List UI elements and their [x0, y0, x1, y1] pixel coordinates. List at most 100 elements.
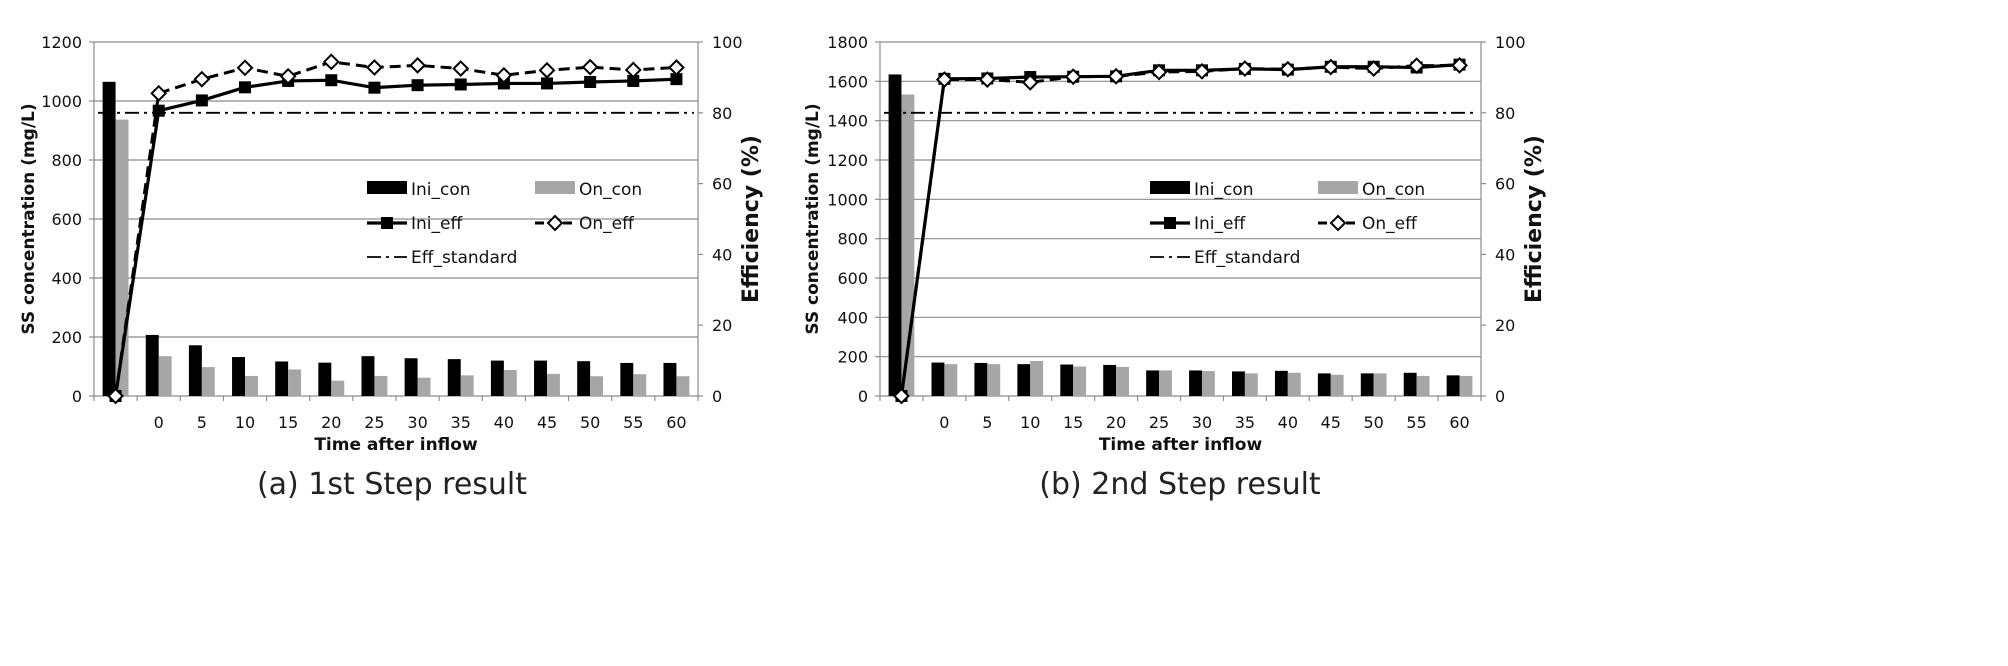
bar	[232, 357, 245, 396]
x-tick-label: 60	[666, 413, 686, 432]
bar	[534, 360, 547, 396]
marker-diamond	[366, 59, 383, 76]
y2-tick-label: 100	[1495, 33, 1526, 52]
marker-diamond	[1322, 58, 1340, 76]
y-tick-label: 600	[837, 269, 868, 288]
y2-tick-label: 20	[712, 316, 732, 335]
bar	[201, 367, 215, 396]
marker-diamond	[1193, 62, 1211, 80]
y2-tick-label: 0	[1495, 387, 1505, 406]
bar	[1201, 371, 1215, 396]
x-tick-label: 50	[580, 413, 600, 432]
x-tick-label: 20	[321, 413, 341, 432]
y-axis-title: SS concentration (mg/L)	[803, 103, 823, 334]
bar	[1403, 372, 1417, 396]
y2-tick-label: 20	[1495, 316, 1515, 335]
marker-diamond	[150, 84, 168, 102]
bar	[1017, 364, 1031, 396]
bar	[460, 375, 474, 396]
bar	[245, 375, 258, 396]
marker-diamond	[1236, 60, 1254, 77]
legend-marker-on-eff	[1329, 214, 1347, 232]
y2-axis-title: Efficiency (%)	[739, 135, 764, 303]
y-tick-label: 400	[837, 308, 868, 327]
bar	[1159, 370, 1172, 396]
x-axis-title: Time after inflow	[314, 435, 478, 455]
marker-square	[325, 74, 338, 87]
marker-diamond	[538, 61, 556, 79]
bar-series-ini-con	[888, 74, 1460, 396]
x-tick-label: 40	[1278, 413, 1298, 432]
bar	[1073, 366, 1087, 396]
bar	[1116, 366, 1129, 396]
x-axis-title: Time after inflow	[1099, 435, 1263, 455]
marker-square	[411, 79, 424, 92]
legend-marker-ini-eff	[1164, 217, 1176, 229]
x-tick-label: 5	[982, 413, 992, 432]
marker-diamond	[452, 60, 470, 77]
y-tick-label: 1400	[827, 112, 868, 131]
bar-series-ini-con	[102, 81, 677, 396]
marker-square	[627, 74, 640, 87]
series-line	[113, 77, 677, 397]
x-tick-label: 35	[451, 413, 471, 432]
bar	[275, 361, 289, 396]
legend-label-ini-eff: Ini_eff	[411, 214, 463, 234]
marker-diamond	[1064, 68, 1082, 86]
y2-axis-title: Efficiency (%)	[1522, 135, 1547, 303]
marker-square	[541, 77, 553, 90]
marker-diamond	[1408, 57, 1426, 75]
x-tick-label: 10	[1020, 413, 1040, 432]
bar	[1287, 372, 1301, 396]
marker-diamond	[495, 66, 513, 84]
y-tick-label: 0	[858, 387, 868, 406]
marker-square	[584, 76, 597, 89]
legend: Ini_con On_con Ini_eff On_eff Eff_standard	[367, 180, 642, 268]
marker-square	[368, 81, 381, 94]
marker-diamond	[624, 61, 642, 79]
y-tick-label: 800	[837, 230, 868, 249]
bar	[1416, 375, 1430, 396]
x-tick-label: 15	[278, 413, 298, 432]
bar	[490, 360, 504, 396]
bar	[417, 377, 431, 396]
y-tick-label: 400	[51, 269, 82, 288]
legend: Ini_con On_con Ini_eff On_eff Eff_standard	[1150, 180, 1425, 268]
bar	[1274, 370, 1288, 396]
bar	[1060, 364, 1074, 396]
x-tick-label: 0	[154, 413, 164, 432]
bar	[1232, 371, 1245, 396]
marker-diamond	[1451, 56, 1468, 74]
legend-label-on-eff: On_eff	[1362, 214, 1418, 234]
bar	[1030, 360, 1044, 396]
y2-tick-label: 40	[712, 245, 732, 264]
y-tick-label: 600	[51, 210, 82, 229]
bar	[158, 356, 172, 396]
bar	[1360, 373, 1374, 396]
legend-marker-on-eff	[546, 214, 564, 232]
y-tick-label: 0	[72, 387, 82, 406]
y-tick-label: 1000	[827, 190, 868, 209]
marker-square	[670, 73, 683, 86]
bar	[102, 81, 116, 396]
marker-diamond	[193, 70, 211, 88]
y-tick-label: 800	[51, 151, 82, 170]
bar	[663, 362, 677, 396]
y2-tick-label: 80	[1495, 104, 1515, 123]
bar	[1189, 370, 1202, 396]
bar	[633, 374, 647, 396]
bar	[1146, 370, 1160, 396]
x-tick-label: 30	[407, 413, 427, 432]
x-tick-label: 25	[364, 413, 384, 432]
bar	[374, 375, 388, 396]
legend-label-on-con: On_con	[579, 180, 642, 200]
y2-tick-label: 80	[712, 104, 732, 123]
legend-swatch-ini-con	[367, 181, 407, 194]
bar	[888, 74, 902, 396]
marker-square	[239, 81, 251, 94]
marker-diamond	[668, 59, 685, 76]
legend-label-ini-con: Ini_con	[1194, 180, 1254, 200]
x-tick-label: 0	[939, 413, 949, 432]
